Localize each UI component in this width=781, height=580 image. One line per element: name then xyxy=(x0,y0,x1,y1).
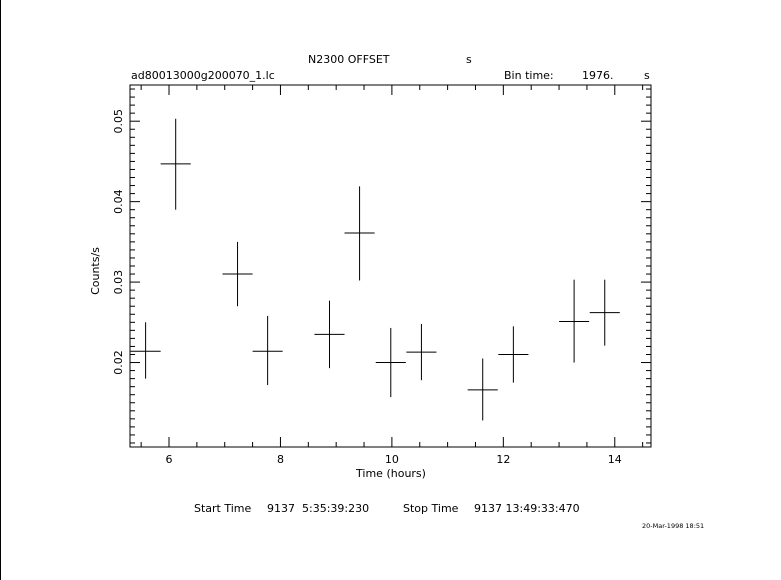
y-axis-label: Counts/s xyxy=(89,247,102,295)
data-point xyxy=(559,279,590,363)
x-tick-label: 6 xyxy=(166,453,173,466)
minor-ticks xyxy=(130,85,651,447)
data-points xyxy=(130,118,620,421)
plot-timestamp: 20-Mar-1998 18:51 xyxy=(642,522,705,530)
y-tick-label: 0.02 xyxy=(112,350,125,375)
data-point xyxy=(467,358,498,421)
data-point xyxy=(252,315,283,386)
major-ticks xyxy=(130,85,651,447)
data-point xyxy=(375,327,406,398)
data-point xyxy=(130,322,161,379)
data-point xyxy=(160,118,191,210)
bin-time-value: 1976. xyxy=(582,69,614,82)
tick-labels: 6 8 10 12 14 0.02 0.03 0.04 0.05 xyxy=(112,109,622,466)
x-tick-label: 12 xyxy=(496,453,510,466)
data-point xyxy=(406,323,437,381)
bin-time-unit: s xyxy=(644,69,650,82)
stop-time-value: 9137 13:49:33:470 xyxy=(474,502,580,515)
bin-time-label: Bin time: xyxy=(504,69,554,82)
x-tick-label: 14 xyxy=(608,453,622,466)
x-tick-label: 10 xyxy=(385,453,399,466)
start-time-label: Start Time xyxy=(194,502,252,515)
y-tick-label: 0.04 xyxy=(112,189,125,214)
chart-title-suffix: s xyxy=(466,53,472,66)
data-point xyxy=(589,279,620,346)
data-point xyxy=(344,186,375,281)
x-tick-label: 8 xyxy=(277,453,284,466)
data-point xyxy=(222,241,253,307)
y-tick-label: 0.05 xyxy=(112,109,125,134)
data-point xyxy=(498,326,529,383)
left-border-line xyxy=(0,0,1,580)
data-point xyxy=(314,300,345,369)
start-time-value: 9137 5:35:39:230 xyxy=(267,502,370,515)
y-tick-label: 0.03 xyxy=(112,270,125,295)
plot-frame xyxy=(129,84,652,448)
stop-time-label: Stop Time xyxy=(403,502,459,515)
file-label: ad80013000g200070_1.lc xyxy=(131,69,275,82)
chart-title: N2300 OFFSET xyxy=(308,53,390,66)
x-axis-label: Time (hours) xyxy=(355,467,426,480)
